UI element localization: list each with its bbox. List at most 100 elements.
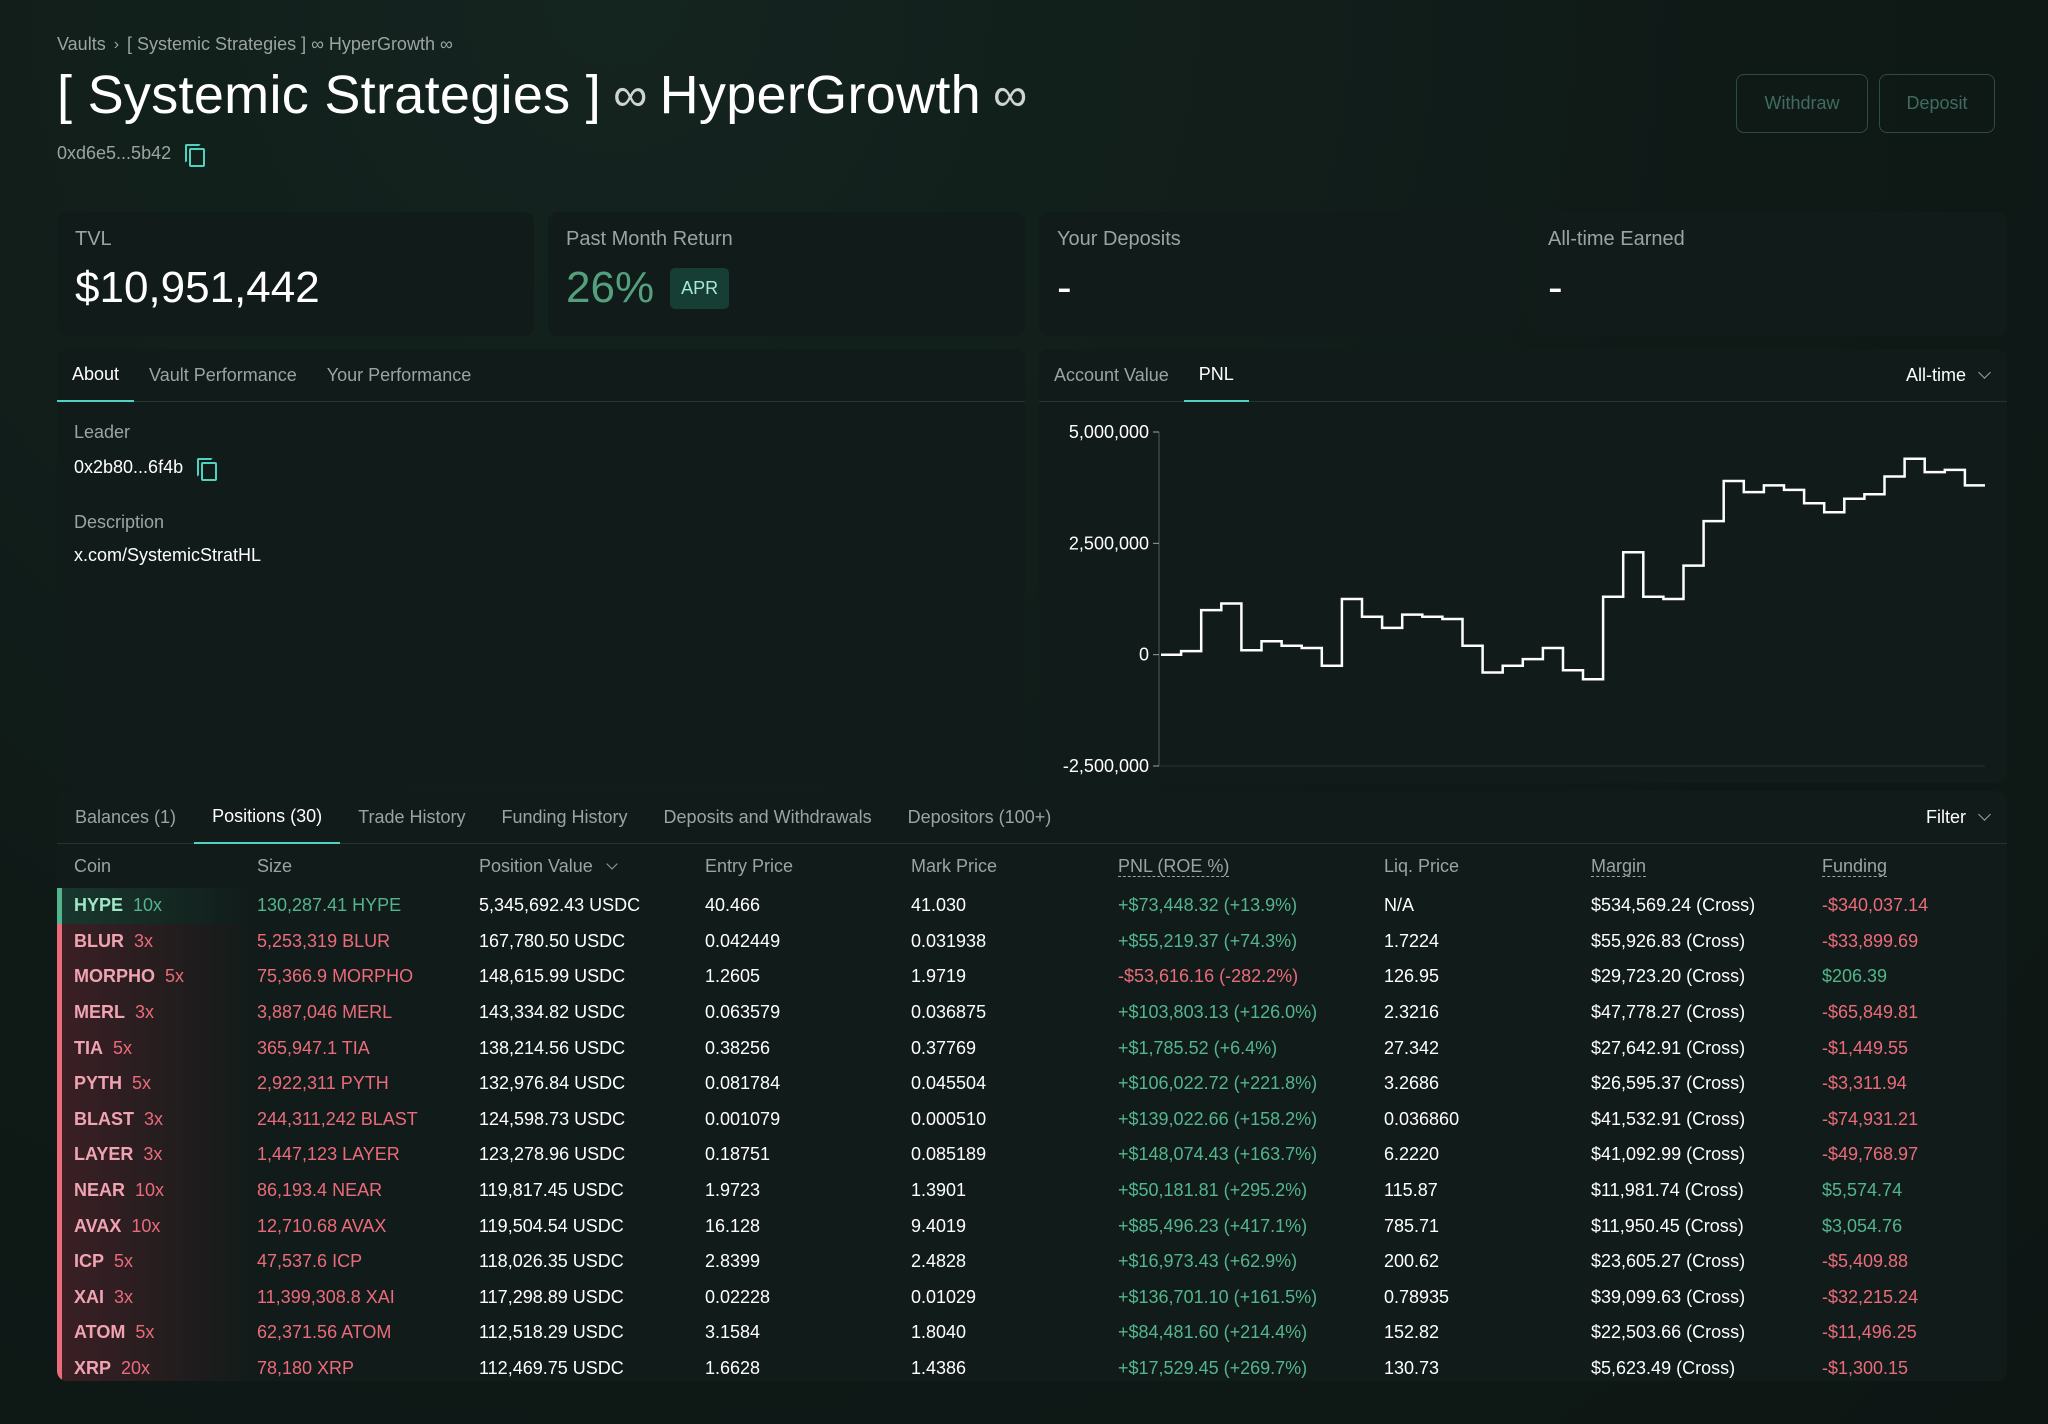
leverage: 10x	[133, 895, 163, 916]
tab-trade-history[interactable]: Trade History	[358, 806, 466, 827]
coin-name: TIA	[74, 1037, 103, 1058]
tab-vault-performance[interactable]: Vault Performance	[149, 364, 297, 385]
deposit-button[interactable]: Deposit	[1879, 74, 1995, 133]
tab-about[interactable]: About	[57, 349, 135, 402]
cell-margin: $5,623.49 (Cross)	[1591, 1358, 1736, 1379]
tab-funding-history[interactable]: Funding History	[501, 806, 628, 827]
tab-balances[interactable]: Balances (1)	[75, 806, 177, 827]
cell-coin[interactable]: LAYER 3x	[57, 1137, 257, 1173]
description-value[interactable]: x.com/SystemicStratHL	[74, 545, 262, 565]
withdraw-button[interactable]: Withdraw	[1736, 74, 1868, 133]
breadcrumb-vaults-link[interactable]: Vaults	[57, 34, 106, 54]
cell-coin[interactable]: TIA 5x	[57, 1030, 257, 1066]
cell-funding: $206.39	[1822, 966, 1888, 987]
table-row[interactable]: XRP 20x 78,180 XRP 112,469.75 USDC 1.6628 1.4…	[57, 1350, 2007, 1381]
coin-name: ATOM	[74, 1322, 126, 1343]
range-select-value: All-time	[1905, 364, 1966, 385]
table-row[interactable]: LAYER 3x 1,447,123 LAYER 123,278.96 USDC 0.1…	[57, 1137, 2007, 1173]
table-row[interactable]: MERL 3x 3,887,046 MERL 143,334.82 USDC 0.063…	[57, 994, 2007, 1031]
cell-pnl: -$53,616.16 (-282.2%)	[1118, 966, 1299, 987]
cell-coin[interactable]: HYPE 10x	[57, 888, 257, 924]
copy-icon[interactable]	[185, 143, 206, 167]
apr-badge: APR	[670, 267, 730, 309]
table-row[interactable]: XAI 3x 11,399,308.8 XAI 117,298.89 USDC 0.02…	[57, 1279, 2007, 1316]
tab-pnl[interactable]: PNL	[1183, 349, 1249, 402]
cell-pnl: +$103,803.13 (+126.0%)	[1118, 1002, 1318, 1023]
col-pnl[interactable]: PNL (ROE %)	[1118, 844, 1384, 888]
chart-tabs: Account Value PNL All-time	[1039, 349, 2007, 402]
cell-entry-price: 0.38256	[705, 1037, 771, 1058]
cell-entry-price: 3.1584	[705, 1322, 761, 1343]
table-row[interactable]: PYTH 5x 2,922,311 PYTH 132,976.84 USDC 0.081…	[57, 1065, 2007, 1102]
cell-entry-price: 1.9723	[705, 1180, 761, 1201]
cell-liq-price: N/A	[1384, 895, 1415, 916]
cell-coin[interactable]: MERL 3x	[57, 994, 257, 1031]
positions-tabs: Balances (1) Positions (30) Trade Histor…	[57, 791, 2007, 844]
col-mark-price[interactable]: Mark Price	[911, 855, 998, 876]
leverage: 5x	[132, 1073, 152, 1094]
col-liq-price[interactable]: Liq. Price	[1384, 855, 1460, 876]
range-select[interactable]: All-time	[1906, 349, 2007, 401]
leverage: 5x	[114, 1251, 134, 1272]
leverage: 5x	[113, 1037, 133, 1058]
your-deposits-label: Your Deposits	[1057, 228, 1181, 250]
cell-pnl: +$136,701.10 (+161.5%)	[1118, 1286, 1318, 1307]
description-label: Description	[74, 512, 165, 532]
cell-coin[interactable]: PYTH 5x	[57, 1065, 257, 1102]
col-entry-price[interactable]: Entry Price	[705, 855, 794, 876]
cell-coin[interactable]: ATOM 5x	[57, 1315, 257, 1351]
cell-coin[interactable]: MORPHO 5x	[57, 959, 257, 995]
cell-size: 3,887,046 MERL	[257, 1002, 393, 1023]
infinity-icon: ∞	[993, 68, 1028, 122]
cell-liq-price: 27.342	[1384, 1037, 1440, 1058]
cell-coin[interactable]: XAI 3x	[57, 1279, 257, 1316]
col-margin[interactable]: Margin	[1591, 844, 1822, 888]
cell-margin: $29,723.20 (Cross)	[1591, 966, 1746, 987]
leverage: 3x	[143, 1144, 163, 1165]
leader-address[interactable]: 0x2b80...6f4b	[74, 457, 184, 477]
cell-mark-price: 41.030	[911, 895, 967, 916]
table-row[interactable]: BLAST 3x 244,311,242 BLAST 124,598.73 USDC 0…	[57, 1101, 2007, 1138]
cell-size: 78,180 XRP	[257, 1358, 355, 1379]
coin-name: BLAST	[74, 1108, 134, 1129]
cell-liq-price: 2.3216	[1384, 1002, 1440, 1023]
cell-funding: -$33,899.69	[1822, 930, 1919, 951]
cell-position-value: 143,334.82 USDC	[479, 1002, 626, 1023]
table-row[interactable]: NEAR 10x 86,193.4 NEAR 119,817.45 USDC 1.972…	[57, 1172, 2007, 1209]
cell-margin: $26,595.37 (Cross)	[1591, 1073, 1746, 1094]
tab-account-value[interactable]: Account Value	[1054, 364, 1169, 385]
table-row[interactable]: AVAX 10x 12,710.68 AVAX 119,504.54 USDC 16.1…	[57, 1208, 2007, 1244]
cell-coin[interactable]: XRP 20x	[57, 1350, 257, 1381]
table-row[interactable]: BLUR 3x 5,253,319 BLUR 167,780.50 USDC 0.042…	[57, 923, 2007, 960]
table-row[interactable]: TIA 5x 365,947.1 TIA 138,214.56 USDC 0.38256…	[57, 1030, 2007, 1066]
cell-coin[interactable]: ICP 5x	[57, 1243, 257, 1280]
cell-pnl: +$50,181.81 (+295.2%)	[1118, 1180, 1308, 1201]
cell-coin[interactable]: BLAST 3x	[57, 1101, 257, 1138]
tab-your-performance[interactable]: Your Performance	[326, 364, 472, 385]
cell-margin: $11,981.74 (Cross)	[1591, 1180, 1744, 1201]
tab-deposits-withdrawals[interactable]: Deposits and Withdrawals	[663, 806, 872, 827]
cell-size: 11,399,308.8 XAI	[257, 1286, 395, 1307]
cell-funding: -$340,037.14	[1822, 895, 1929, 916]
col-size[interactable]: Size	[257, 855, 293, 876]
tvl-label: TVL	[75, 228, 112, 250]
tab-depositors[interactable]: Depositors (100+)	[907, 806, 1052, 827]
copy-icon[interactable]	[197, 457, 218, 481]
vault-address-text: 0xd6e5...5b42	[57, 143, 172, 163]
col-position-value[interactable]: Position Value	[479, 844, 705, 888]
cell-coin[interactable]: BLUR 3x	[57, 923, 257, 960]
filter-select[interactable]: Filter	[1926, 791, 2007, 843]
cell-entry-price: 0.042449	[705, 930, 781, 951]
cell-size: 47,537.6 ICP	[257, 1251, 363, 1272]
col-funding[interactable]: Funding	[1822, 844, 2007, 888]
table-row[interactable]: ICP 5x 47,537.6 ICP 118,026.35 USDC 2.8399 2.…	[57, 1243, 2007, 1280]
table-row[interactable]: HYPE 10x 130,287.41 HYPE 5,345,692.43 USDC 4…	[57, 888, 2007, 924]
tab-positions[interactable]: Positions (30)	[194, 791, 341, 844]
table-row[interactable]: ATOM 5x 62,371.56 ATOM 112,518.29 USDC 3.158…	[57, 1315, 2007, 1351]
side-indicator	[57, 1030, 62, 1066]
cell-coin[interactable]: AVAX 10x	[57, 1208, 257, 1244]
positions-table-body: HYPE 10x 130,287.41 HYPE 5,345,692.43 USDC 4…	[57, 888, 2007, 1381]
table-row[interactable]: MORPHO 5x 75,366.9 MORPHO 148,615.99 USDC 1.…	[57, 959, 2007, 995]
col-coin[interactable]: Coin	[74, 855, 112, 876]
cell-coin[interactable]: NEAR 10x	[57, 1172, 257, 1209]
